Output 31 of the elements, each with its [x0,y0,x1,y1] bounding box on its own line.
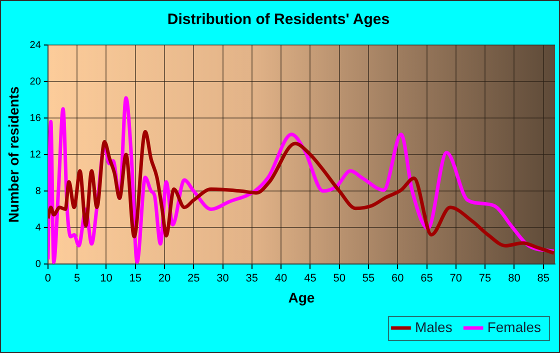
x-tick-label: 80 [508,272,520,285]
x-tick-label: 75 [478,272,492,285]
legend-label: Females [487,318,542,335]
y-axis-title: Number of residents [5,86,22,223]
x-tick-label: 0 [44,272,51,285]
x-tick-label: 10 [100,272,112,285]
y-tick-label: 12 [30,149,42,160]
x-tick-label: 55 [362,272,375,285]
line-series [48,130,555,255]
x-tick-label: 5 [74,272,80,285]
x-tick-label: 70 [450,272,462,285]
x-tick-label: 20 [158,272,171,285]
x-axis-title: Age [288,289,315,306]
x-tick-label: 85 [537,272,550,285]
y-tick-label: 8 [35,186,42,197]
legend-label: Males [414,318,452,335]
x-tick-label: 15 [129,272,142,285]
chart-title: Distribution of Residents' Ages [167,11,390,28]
y-tick-label: 16 [30,112,42,124]
x-tick-label: 30 [216,272,229,285]
y-tick-label: 4 [35,222,42,234]
x-tick-label: 45 [304,272,316,285]
y-tick-label: 0 [35,258,42,270]
x-tick-label: 50 [333,272,346,285]
x-tick-label: 35 [246,272,258,285]
y-tick-label: 20 [30,76,42,88]
y-tick-label: 24 [30,40,42,51]
x-tick-label: 40 [274,272,288,285]
x-tick-label: 60 [392,272,404,285]
x-tick-label: 25 [188,272,200,285]
x-tick-label: 65 [420,272,433,285]
